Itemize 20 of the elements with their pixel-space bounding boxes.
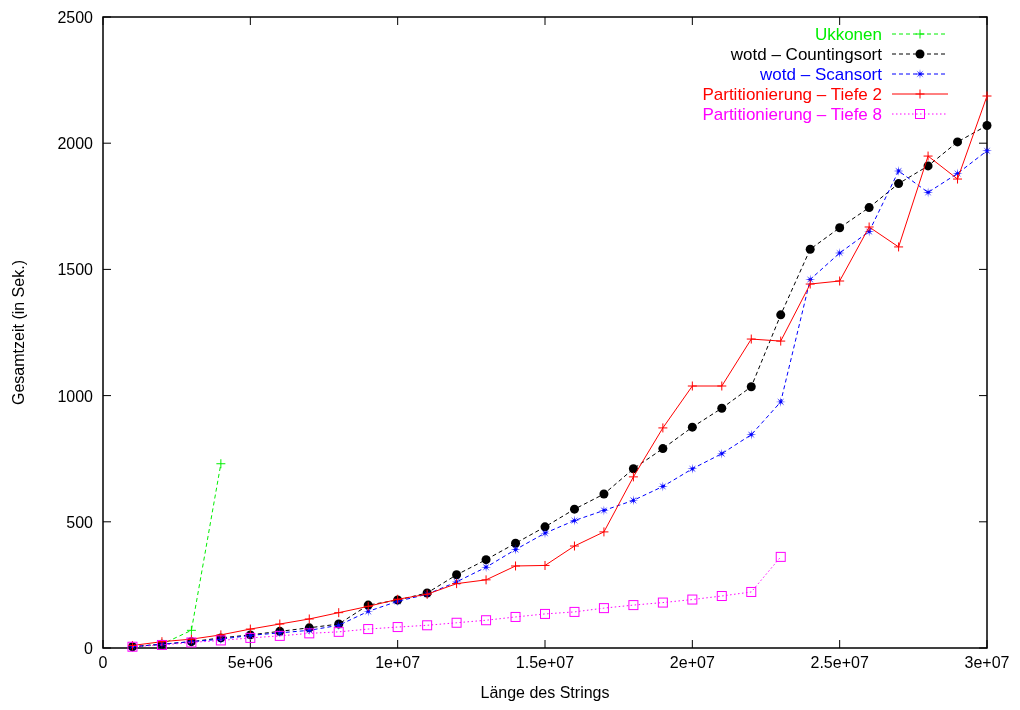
legend-label: wotd – Scansort bbox=[759, 65, 883, 84]
x-tick-label: 5e+06 bbox=[227, 654, 273, 671]
legend-label: wotd – Countingsort bbox=[729, 45, 883, 64]
y-tick-label: 2000 bbox=[57, 135, 94, 153]
x-tick-label: 2.5e+07 bbox=[810, 654, 869, 671]
x-axis-title: Länge des Strings bbox=[480, 684, 610, 701]
y-tick-label: 1500 bbox=[57, 261, 94, 279]
x-tick-label: 2e+07 bbox=[669, 654, 715, 671]
y-tick-label: 500 bbox=[66, 513, 94, 531]
x-tick-label: 1.5e+07 bbox=[515, 654, 575, 671]
legend-label: Partitionierung – Tiefe 2 bbox=[702, 85, 882, 104]
legend-label: Partitionierung – Tiefe 8 bbox=[702, 105, 882, 124]
x-tick-label: 3e+07 bbox=[964, 654, 1010, 671]
y-tick-label: 1000 bbox=[57, 387, 94, 405]
y-tick-label: 2500 bbox=[57, 9, 94, 26]
legend-label: Ukkonen bbox=[814, 25, 882, 44]
y-tick-label: 0 bbox=[84, 640, 94, 657]
x-tick-label: 0 bbox=[98, 654, 108, 671]
y-axis-title: Gesamtzeit (in Sek.) bbox=[10, 260, 27, 405]
x-tick-label: 1e+07 bbox=[375, 654, 421, 671]
